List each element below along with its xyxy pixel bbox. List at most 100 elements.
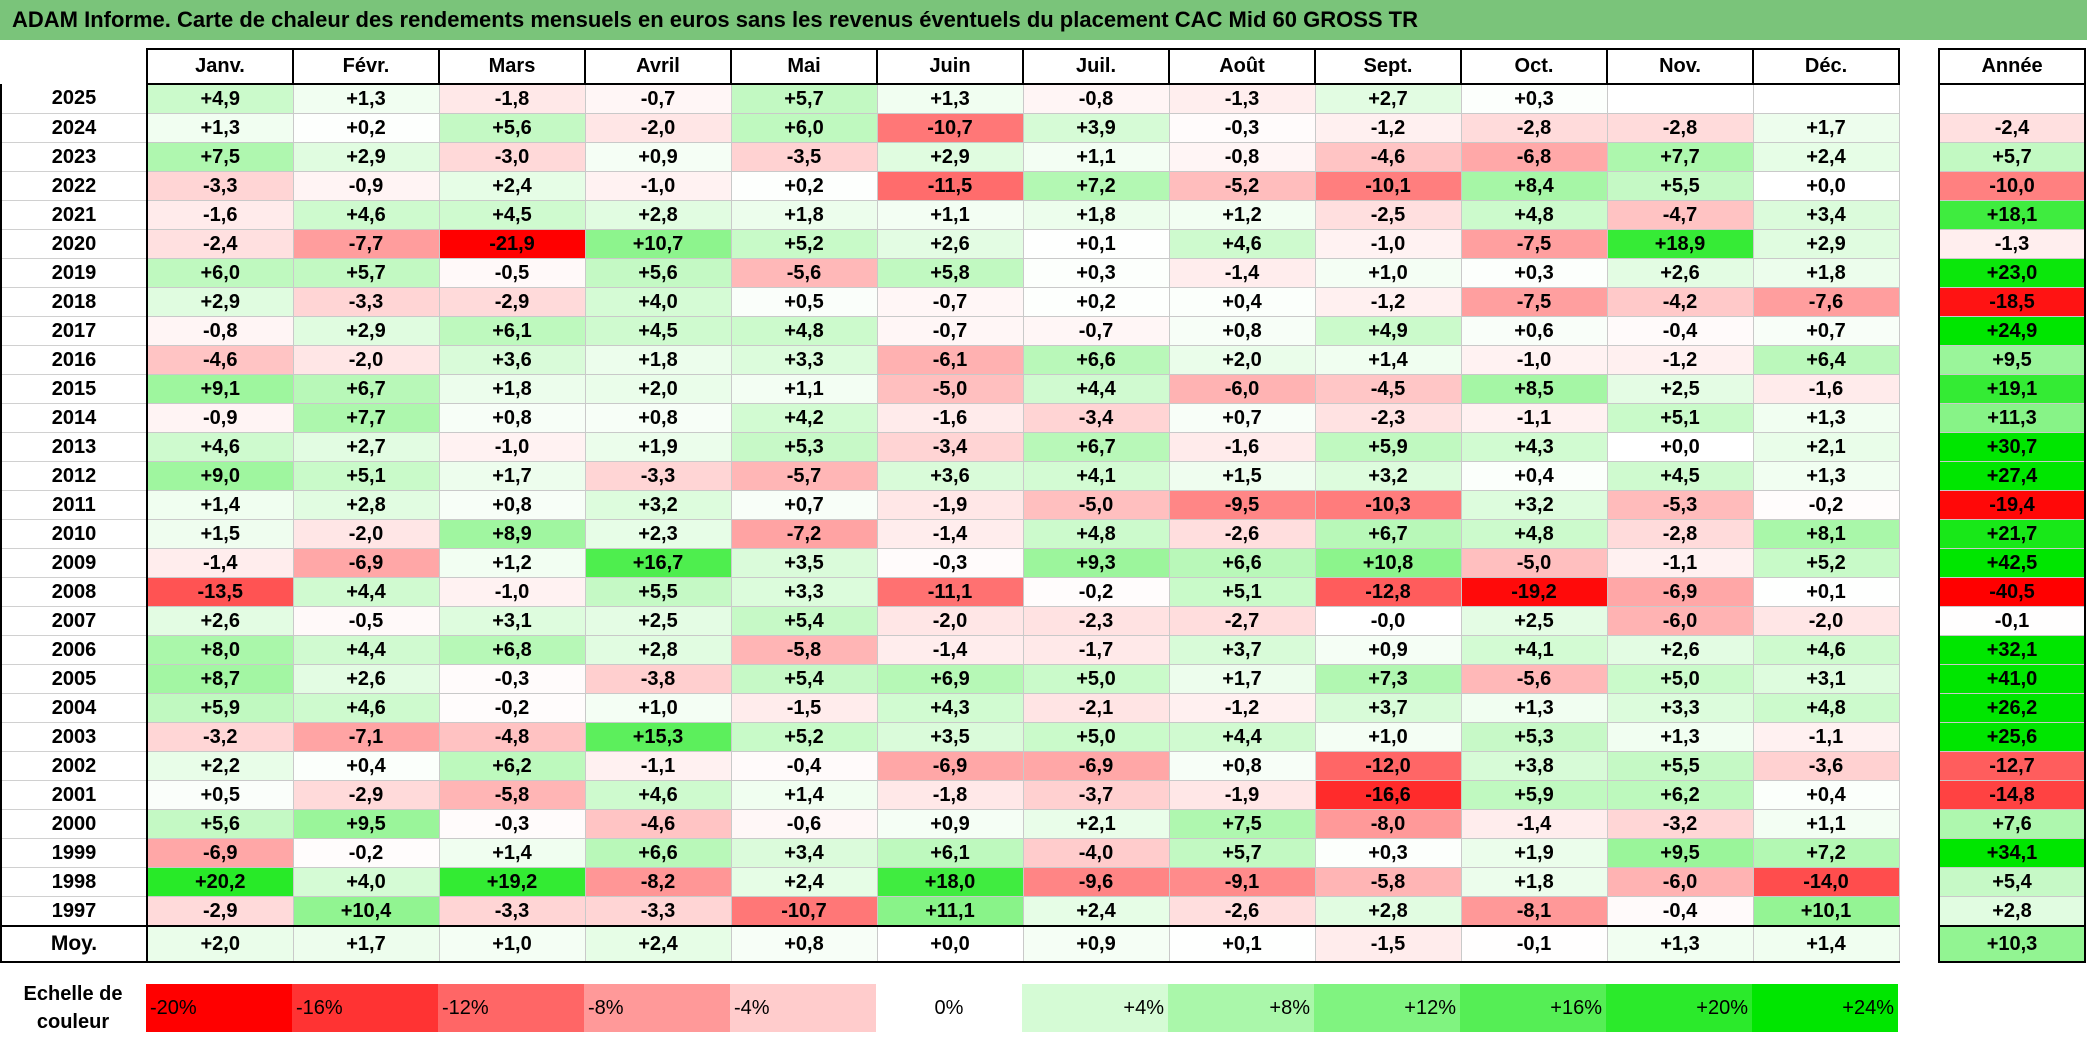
heatmap-cell: -10,7	[730, 896, 878, 927]
heatmap-cell: +1,3	[146, 113, 294, 143]
heatmap-cell: -0,9	[146, 403, 294, 433]
heatmap-cell: +1,4	[730, 780, 878, 810]
heatmap-cell: -3,3	[438, 896, 586, 927]
year-label: 2023	[0, 142, 148, 172]
year-label: 2024	[0, 113, 148, 143]
annual-cell: +30,7	[1938, 432, 2086, 462]
heatmap-cell: +7,5	[1168, 809, 1316, 839]
year-row: 2014 -0,9 +7,7 +0,8 +0,8 +4,2 -1,6 -3,4 +0,7 -2,3…	[0, 403, 1900, 433]
heatmap-cell: -3,0	[438, 142, 586, 172]
annual-cell: -0,1	[1938, 606, 2086, 636]
heatmap-cell: +2,7	[292, 432, 440, 462]
heatmap-cell: -5,0	[876, 374, 1024, 404]
annual-row: +24,9	[1938, 316, 2086, 346]
year-row: 1999 -6,9 -0,2 +1,4 +6,6 +3,4 +6,1 -4,0 +5,7 +0,3…	[0, 838, 1900, 868]
heatmap-cell: +2,6	[1606, 635, 1754, 665]
heatmap-cell: +8,9	[438, 519, 586, 549]
heatmap-cell: +4,4	[1168, 722, 1316, 752]
annual-return-table: Année -2,4 +5,7 -10,0 +18,1 -1,3 +23,0 -18,5 +2…	[1938, 48, 2086, 963]
heatmap-cell: +3,3	[1606, 693, 1754, 723]
year-row: 2001 +0,5 -2,9 -5,8 +4,6 +1,4 -1,8 -3,7 -1,9 -16,…	[0, 780, 1900, 810]
heatmap-cell: -2,8	[1606, 519, 1754, 549]
heatmap-cell: +8,1	[1752, 519, 1900, 549]
year-label: 2012	[0, 461, 148, 491]
heatmap-cell: +5,1	[1168, 577, 1316, 607]
heatmap-cell: -2,8	[1460, 113, 1608, 143]
heatmap-cell: +0,4	[292, 751, 440, 781]
heatmap-cell: +0,3	[1022, 258, 1170, 288]
heatmap-cell: -5,0	[1022, 490, 1170, 520]
heatmap-cell: -6,9	[292, 548, 440, 578]
annual-cell: +11,3	[1938, 403, 2086, 433]
heatmap-cell: +5,3	[730, 432, 878, 462]
average-cell: +0,8	[730, 925, 878, 963]
heatmap-cell: +2,4	[730, 867, 878, 897]
heatmap-cell: +1,1	[1752, 809, 1900, 839]
heatmap-cell: +2,9	[292, 316, 440, 346]
heatmap-cell: +18,0	[876, 867, 1024, 897]
heatmap-cell: -2,9	[292, 780, 440, 810]
heatmap-cell: -9,6	[1022, 867, 1170, 897]
average-cell: +1,0	[438, 925, 586, 963]
heatmap-cell: +3,6	[876, 461, 1024, 491]
heatmap-cell: -3,5	[730, 142, 878, 172]
heatmap-cell: +1,9	[1460, 838, 1608, 868]
year-row: 2006 +8,0 +4,4 +6,8 +2,8 -5,8 -1,4 -1,7 +3,7 +0,9…	[0, 635, 1900, 665]
heatmap-cell: -9,5	[1168, 490, 1316, 520]
heatmap-cell: -1,1	[1752, 722, 1900, 752]
heatmap-cell: -21,9	[438, 229, 586, 259]
annual-cell: +18,1	[1938, 200, 2086, 230]
year-label: 2017	[0, 316, 148, 346]
annual-row: -2,4	[1938, 113, 2086, 143]
average-row: Moy. +2,0 +1,7 +1,0 +2,4 +0,8 +0,0 +0,9 +0,1 -1,5…	[0, 925, 1900, 963]
heatmap-cell: -3,3	[146, 171, 294, 201]
heatmap-cell: +5,7	[292, 258, 440, 288]
annual-cell: +23,0	[1938, 258, 2086, 288]
annual-row: +32,1	[1938, 635, 2086, 665]
annual-cell: -12,7	[1938, 751, 2086, 781]
heatmap-cell: +3,9	[1022, 113, 1170, 143]
heatmap-cell: +1,3	[1460, 693, 1608, 723]
heatmap-cell: +1,8	[1460, 867, 1608, 897]
heatmap-cell: +4,6	[1168, 229, 1316, 259]
heatmap-cell: -1,2	[1606, 345, 1754, 375]
heatmap-cell: -1,9	[1168, 780, 1316, 810]
year-row: 2016 -4,6 -2,0 +3,6 +1,8 +3,3 -6,1 +6,6 +2,0 +1,4…	[0, 345, 1900, 375]
heatmap-cell: -3,7	[1022, 780, 1170, 810]
annual-row: +21,7	[1938, 519, 2086, 549]
heatmap-cell: -0,4	[1606, 896, 1754, 927]
annual-row: +30,7	[1938, 432, 2086, 462]
heatmap-cell	[1606, 83, 1754, 114]
heatmap-cell: -1,2	[1168, 693, 1316, 723]
heatmap-cell: +8,5	[1460, 374, 1608, 404]
year-row: 2015 +9,1 +6,7 +1,8 +2,0 +1,1 -5,0 +4,4 -6,0 -4,5…	[0, 374, 1900, 404]
heatmap-cell: +5,4	[730, 606, 878, 636]
heatmap-cell: +1,8	[730, 200, 878, 230]
heatmap-cell: +4,5	[438, 200, 586, 230]
annual-cell: -40,5	[1938, 577, 2086, 607]
heatmap-cell: -11,5	[876, 171, 1024, 201]
heatmap-cell: +18,9	[1606, 229, 1754, 259]
heatmap-cell: -2,0	[292, 345, 440, 375]
heatmap-cell: -9,1	[1168, 867, 1316, 897]
heatmap-cell: +6,8	[438, 635, 586, 665]
heatmap-cell: +6,6	[1168, 548, 1316, 578]
heatmap-cell: +3,3	[730, 345, 878, 375]
annual-row: -12,7	[1938, 751, 2086, 781]
heatmap-cell: +2,5	[584, 606, 732, 636]
annual-row: +23,0	[1938, 258, 2086, 288]
heatmap-cell: -7,1	[292, 722, 440, 752]
year-row: 2005 +8,7 +2,6 -0,3 -3,8 +5,4 +6,9 +5,0 +1,7 +7,3…	[0, 664, 1900, 694]
year-row: 2000 +5,6 +9,5 -0,3 -4,6 -0,6 +0,9 +2,1 +7,5 -8,0…	[0, 809, 1900, 839]
heatmap-cell: +4,5	[1606, 461, 1754, 491]
heatmap-cell: +3,7	[1168, 635, 1316, 665]
annual-row: +7,6	[1938, 809, 2086, 839]
heatmap-cell: -5,7	[730, 461, 878, 491]
scale-swatch: +8%	[1168, 984, 1314, 1032]
heatmap-cell: -0,6	[730, 809, 878, 839]
heatmap-cell: +4,8	[730, 316, 878, 346]
heatmap-cell: +2,4	[438, 171, 586, 201]
heatmap-cell: +5,2	[1752, 548, 1900, 578]
heatmap-cell: +2,1	[1752, 432, 1900, 462]
heatmap-cell: +4,6	[292, 693, 440, 723]
